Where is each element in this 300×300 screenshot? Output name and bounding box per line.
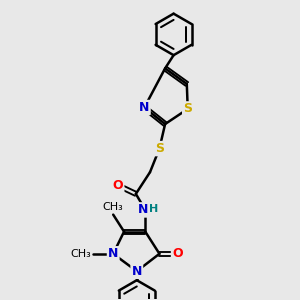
Text: N: N xyxy=(108,247,119,260)
Text: N: N xyxy=(132,265,142,278)
Text: N: N xyxy=(139,101,149,114)
Text: CH₃: CH₃ xyxy=(70,249,91,259)
Text: O: O xyxy=(172,247,183,260)
Text: S: S xyxy=(183,103,192,116)
Text: N: N xyxy=(138,203,148,216)
Text: CH₃: CH₃ xyxy=(103,202,124,212)
Text: S: S xyxy=(155,142,164,155)
Text: H: H xyxy=(149,204,158,214)
Text: O: O xyxy=(112,179,123,192)
